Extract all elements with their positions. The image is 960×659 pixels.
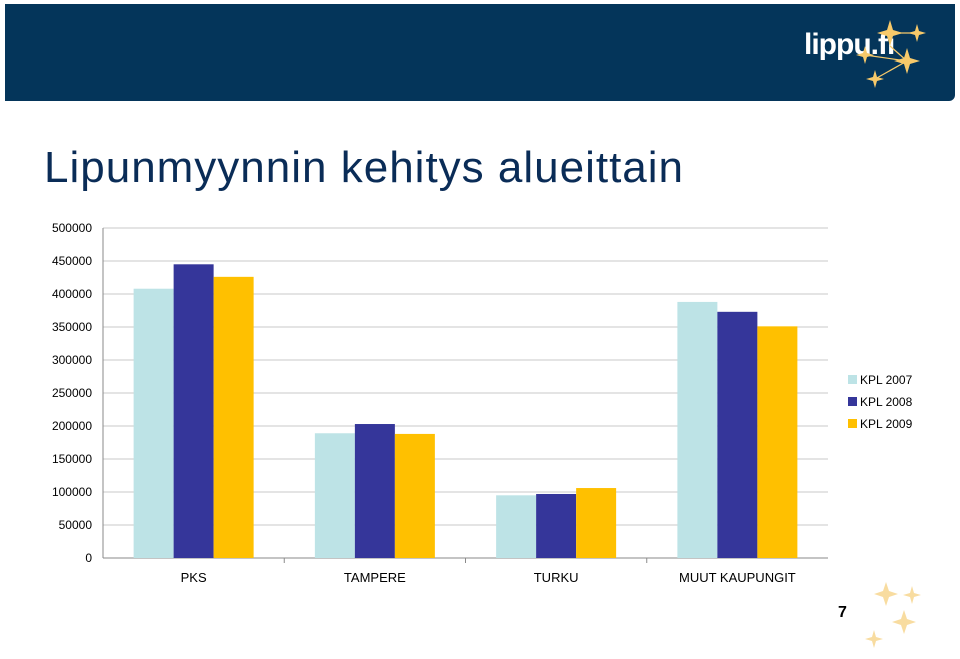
bar xyxy=(354,424,395,558)
bar xyxy=(133,288,174,558)
page-number: 7 xyxy=(838,604,847,621)
y-tick-label: 200000 xyxy=(52,419,92,433)
legend-swatch xyxy=(848,419,857,428)
bar xyxy=(576,488,617,558)
bar xyxy=(173,264,214,558)
legend-swatch xyxy=(848,375,857,384)
y-tick-label: 400000 xyxy=(52,287,92,301)
x-tick-label: TURKU xyxy=(534,570,579,585)
bar xyxy=(677,301,718,558)
y-tick-label: 250000 xyxy=(52,386,92,400)
legend-label: KPL 2009 xyxy=(860,417,913,431)
page-title: Lipunmyynnin kehitys alueittain xyxy=(44,143,685,192)
y-tick-label: 0 xyxy=(85,551,92,565)
header-banner: lippu.fi xyxy=(5,4,955,101)
bar xyxy=(717,311,758,558)
x-tick-label: MUUT KAUPUNGIT xyxy=(679,570,796,585)
x-tick-label: PKS xyxy=(181,570,207,585)
y-tick-label: 50000 xyxy=(59,518,93,532)
bar-chart: 0 50000 100000 150000 200000 250000 300000 3500… xyxy=(52,221,913,585)
bar xyxy=(757,326,798,558)
bar xyxy=(213,276,254,558)
y-tick-label: 300000 xyxy=(52,353,92,367)
star-cluster-icon xyxy=(856,20,926,88)
bar xyxy=(496,495,537,558)
star-cluster-icon xyxy=(865,582,921,648)
x-tick-label: TAMPERE xyxy=(344,570,406,585)
y-tick-label: 350000 xyxy=(52,320,92,334)
y-tick-label: 500000 xyxy=(52,221,92,235)
bar xyxy=(394,433,435,558)
legend-label: KPL 2007 xyxy=(860,373,913,387)
y-tick-label: 150000 xyxy=(52,452,92,466)
y-tick-label: 100000 xyxy=(52,485,92,499)
bar xyxy=(314,433,355,558)
legend-swatch xyxy=(848,397,857,406)
y-tick-label: 450000 xyxy=(52,254,92,268)
legend-label: KPL 2008 xyxy=(860,395,913,409)
bar xyxy=(536,493,577,558)
